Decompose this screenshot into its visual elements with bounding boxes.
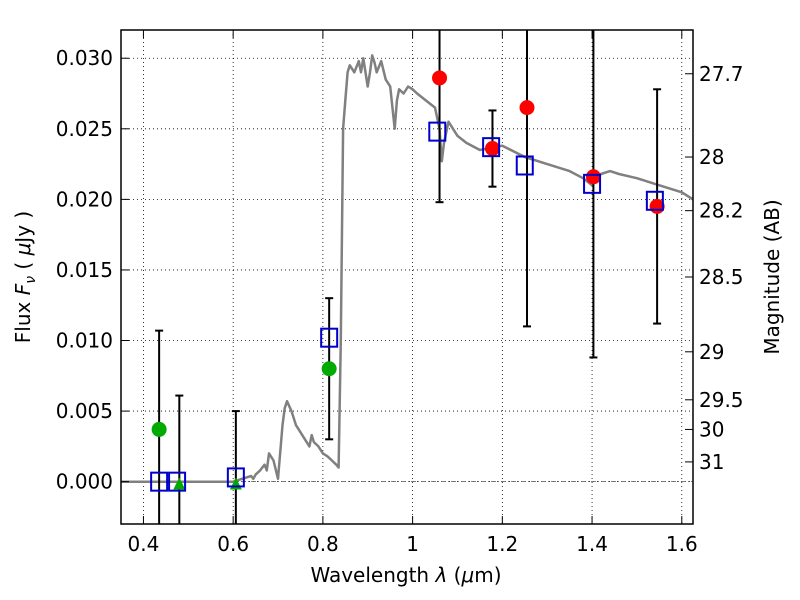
nondetection-circle-marker bbox=[321, 361, 337, 377]
x-tick-label: 1.6 bbox=[666, 532, 698, 556]
y-tick-label: 0.010 bbox=[56, 329, 113, 353]
detection-circle-marker bbox=[432, 70, 448, 86]
y2-tick-label: 28.5 bbox=[699, 265, 744, 289]
y-tick-label: 0.020 bbox=[56, 187, 113, 211]
y-axis-title: Flux Fν ( μJy ) bbox=[11, 211, 39, 343]
y2-tick-label: 28 bbox=[699, 145, 724, 169]
axis-ticks bbox=[121, 30, 693, 524]
model-photometry-square-marker bbox=[320, 327, 339, 348]
detection-circle-marker bbox=[484, 141, 500, 157]
y2-tick-label: 28.2 bbox=[699, 199, 744, 223]
model-photometry-square-marker bbox=[428, 121, 447, 142]
y-tick-label: 0.005 bbox=[56, 399, 113, 423]
y-tick-label: 0.000 bbox=[56, 470, 113, 494]
model-photometry-square-marker bbox=[168, 471, 187, 492]
model-photometry-square-marker bbox=[645, 190, 664, 211]
detection-circle-marker bbox=[585, 169, 601, 185]
model-photometry-square-marker bbox=[226, 467, 245, 488]
data-markers bbox=[150, 70, 665, 492]
y2-tick-label: 30 bbox=[699, 417, 724, 441]
grid bbox=[121, 30, 693, 524]
y-tick-label: 0.030 bbox=[56, 46, 113, 70]
model-spectrum-line bbox=[121, 54, 693, 483]
model-photometry-square-marker bbox=[150, 471, 169, 492]
x-tick-label: 0.4 bbox=[128, 532, 160, 556]
x-axis-title: Wavelength λ (μm) bbox=[310, 563, 501, 587]
nondetection-circle-marker bbox=[151, 421, 167, 437]
detection-circle-marker bbox=[519, 100, 535, 116]
y-tick-label: 0.015 bbox=[56, 258, 113, 282]
magnitude-tick-labels: 27.7 28 28.2 28.5 29 29.5 30 31 bbox=[699, 62, 744, 474]
y2-tick-label: 29.5 bbox=[699, 388, 744, 412]
y2-tick-label: 31 bbox=[699, 450, 724, 474]
x-tick-label: 1.4 bbox=[576, 532, 608, 556]
x-tick-label: 0.6 bbox=[217, 532, 249, 556]
model-photometry-square-marker bbox=[515, 155, 534, 176]
y-tick-labels: 0.000 0.005 0.010 0.015 0.020 0.025 0.030 bbox=[56, 46, 113, 493]
y-tick-label: 0.025 bbox=[56, 117, 113, 141]
x-tick-label: 1.2 bbox=[486, 532, 518, 556]
model-photometry-square-marker bbox=[482, 137, 501, 158]
model-photometry-square-marker bbox=[583, 173, 602, 194]
y2-tick-label: 27.7 bbox=[699, 62, 744, 86]
nondetection-triangle-marker bbox=[173, 477, 186, 490]
x-tick-label: 1 bbox=[406, 532, 419, 556]
x-tick-label: 0.8 bbox=[307, 532, 339, 556]
y2-axis-title: Magnitude (AB) bbox=[760, 199, 784, 354]
plot-area bbox=[121, 54, 693, 483]
x-tick-labels: 0.4 0.6 0.8 1 1.2 1.4 1.6 bbox=[128, 532, 698, 556]
y2-tick-label: 29 bbox=[699, 340, 724, 364]
